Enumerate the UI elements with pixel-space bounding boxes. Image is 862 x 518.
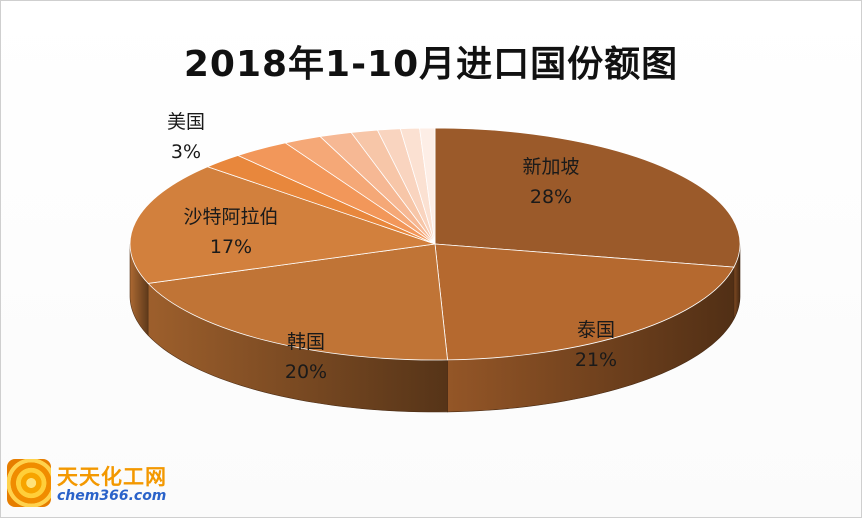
logo-name: 天天化工网: [57, 461, 167, 491]
slice-label-percent: 3%: [171, 141, 201, 163]
slice-label-name: 美国: [167, 111, 205, 133]
slice-label-percent: 28%: [530, 186, 572, 208]
slice-label-percent: 20%: [285, 361, 327, 383]
logo-icon: [7, 459, 51, 507]
site-logo: 天天化工网 chem366.com: [7, 459, 187, 513]
slice-label-name: 韩国: [287, 331, 325, 353]
slice-label-name: 泰国: [577, 319, 615, 341]
slice-label-percent: 21%: [575, 349, 617, 371]
slice-label-percent: 17%: [210, 236, 252, 258]
logo-domain: chem366.com: [57, 488, 166, 504]
pie-slice-0: [435, 128, 740, 267]
slice-label-name: 沙特阿拉伯: [183, 206, 278, 228]
slice-label-name: 新加坡: [522, 156, 579, 178]
